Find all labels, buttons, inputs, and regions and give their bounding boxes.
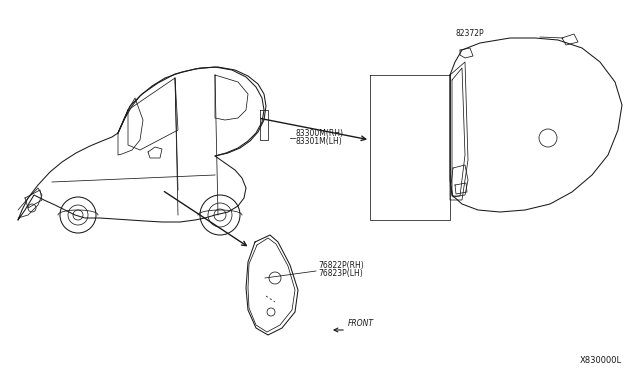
- Text: 82372P: 82372P: [455, 29, 484, 38]
- Text: 76822P(RH): 76822P(RH): [318, 261, 364, 270]
- Text: FRONT: FRONT: [348, 319, 374, 328]
- Text: X830000L: X830000L: [580, 356, 622, 365]
- Text: 83301M(LH): 83301M(LH): [295, 137, 342, 146]
- Text: 76823P(LH): 76823P(LH): [318, 269, 363, 278]
- Text: 83300M(RH): 83300M(RH): [295, 129, 343, 138]
